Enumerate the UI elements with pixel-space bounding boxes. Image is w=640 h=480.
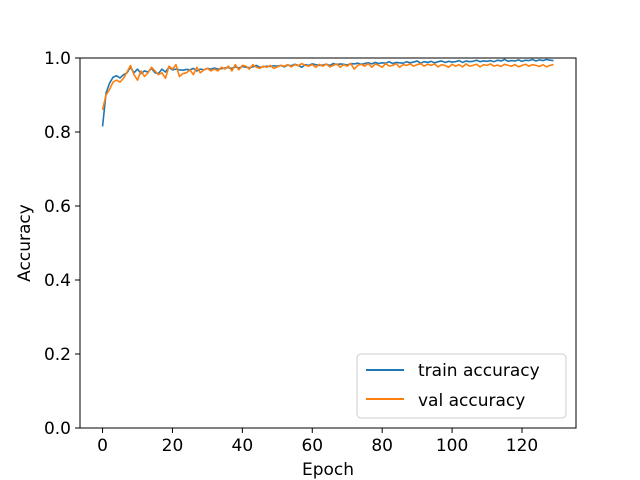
x-tick-label: 80 [371, 436, 393, 456]
x-axis-ticks: 0 20 40 60 80 100 120 [97, 428, 538, 456]
axes-frame [79, 57, 577, 429]
x-tick-label: 20 [162, 436, 184, 456]
series-line-train-accuracy [101, 58, 554, 127]
legend-label-val: val accuracy [418, 391, 525, 411]
x-tick-label: 120 [506, 436, 538, 456]
y-tick-label: 0.8 [44, 123, 71, 143]
series-line-val-accuracy [101, 62, 554, 110]
x-tick-label: 40 [232, 436, 254, 456]
y-tick-label: 0.0 [44, 419, 71, 439]
plot-lines [101, 58, 554, 127]
y-tick-label: 0.4 [44, 271, 71, 291]
y-axis-label: Accuracy [15, 204, 35, 282]
x-axis-label: Epoch [302, 460, 354, 480]
legend-label-train: train accuracy [418, 361, 540, 381]
y-tick-label: 0.6 [44, 197, 71, 217]
y-axis-ticks: 0.0 0.2 0.4 0.6 0.8 1.0 [44, 49, 80, 439]
y-tick-label: 1.0 [44, 49, 71, 69]
x-tick-label: 100 [436, 436, 468, 456]
legend-box [356, 353, 567, 419]
x-tick-label: 60 [301, 436, 323, 456]
legend: train accuracy val accuracy [356, 353, 567, 419]
y-tick-label: 0.2 [44, 345, 71, 365]
x-tick-label: 0 [97, 436, 108, 456]
